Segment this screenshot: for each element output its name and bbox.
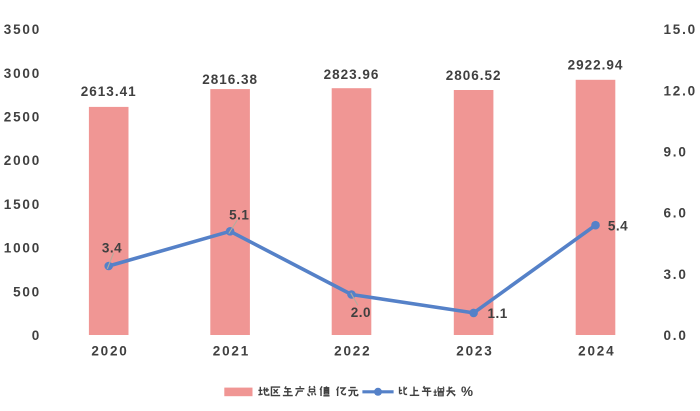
svg-text:1500: 1500 [4, 197, 41, 212]
svg-text:500: 500 [13, 284, 41, 299]
svg-text:%: % [461, 384, 473, 399]
svg-text:15.0: 15.0 [664, 22, 697, 37]
svg-text:3000: 3000 [4, 66, 41, 81]
svg-text:2806.52: 2806.52 [446, 68, 502, 83]
svg-text:2023: 2023 [456, 343, 493, 358]
svg-text:2000: 2000 [4, 153, 41, 168]
svg-text:3.0: 3.0 [664, 267, 688, 282]
svg-text:2020: 2020 [91, 343, 128, 358]
svg-text:3500: 3500 [4, 22, 41, 37]
svg-text:2500: 2500 [4, 110, 41, 125]
svg-text:2823.96: 2823.96 [324, 67, 380, 82]
svg-text:2.0: 2.0 [351, 305, 371, 320]
svg-text:2922.94: 2922.94 [568, 57, 624, 72]
svg-text:0: 0 [32, 328, 41, 343]
svg-text:2024: 2024 [578, 343, 615, 358]
svg-text:5.4: 5.4 [608, 218, 628, 233]
svg-text:0.0: 0.0 [664, 328, 688, 343]
svg-text:1000: 1000 [4, 241, 41, 256]
svg-text:2022: 2022 [334, 343, 371, 358]
svg-text:5.1: 5.1 [229, 208, 249, 223]
svg-text:2816.38: 2816.38 [202, 72, 258, 87]
svg-text:6.0: 6.0 [664, 206, 688, 221]
svg-text:3.4: 3.4 [102, 240, 122, 255]
svg-text:2613.41: 2613.41 [81, 84, 137, 99]
svg-text:2021: 2021 [213, 343, 250, 358]
svg-text:9.0: 9.0 [664, 145, 688, 160]
svg-text:1.1: 1.1 [487, 306, 507, 321]
svg-text:12.0: 12.0 [664, 83, 697, 98]
